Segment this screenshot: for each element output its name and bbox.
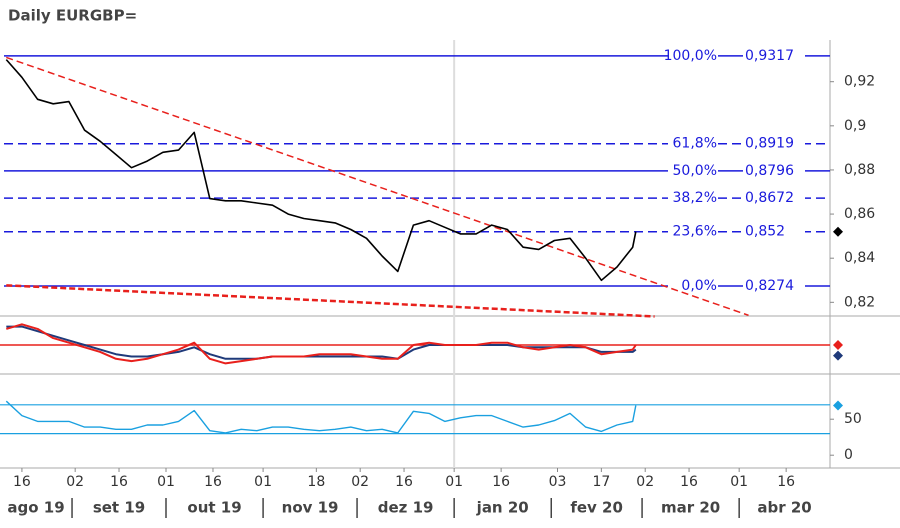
y-tick-label: 0,84 — [844, 250, 875, 266]
month-label: ago 19 — [7, 499, 64, 517]
macd-line — [6, 325, 637, 360]
fib-label-bg — [743, 223, 805, 240]
fib-name: 50,0% — [673, 163, 717, 179]
x-tick-label: 16 — [680, 474, 698, 490]
x-tick-label: 18 — [307, 474, 325, 490]
fib-label-bg — [668, 162, 718, 179]
month-label: dez 19 — [378, 499, 434, 517]
month-label: mar 20 — [661, 499, 720, 517]
fib-label-bg — [668, 277, 718, 294]
fib-label-bg — [743, 277, 805, 294]
x-tick-label: 01 — [157, 474, 175, 490]
y-tick-label: 50 — [844, 411, 862, 427]
trendline — [6, 56, 749, 317]
fib-name: 23,6% — [673, 224, 717, 240]
x-tick-label: 16 — [13, 474, 31, 490]
month-label: fev 20 — [570, 499, 623, 517]
y-tick-label: 0,86 — [844, 206, 875, 222]
x-tick-label: 01 — [730, 474, 748, 490]
fib-value: 0,8796 — [745, 163, 794, 179]
x-tick-label: 16 — [492, 474, 510, 490]
fib-label-bg — [743, 190, 805, 207]
fib-name: 61,8% — [673, 136, 717, 152]
y-tick-label: 0,82 — [844, 294, 875, 310]
rsi-marker — [833, 400, 843, 411]
y-tick-label: 0 — [844, 447, 853, 463]
fib-value: 0,8919 — [745, 136, 794, 152]
month-label: abr 20 — [757, 499, 811, 517]
fib-value: 0,8672 — [745, 190, 794, 206]
fib-label-bg — [743, 135, 805, 152]
fib-name: 0,0% — [681, 278, 717, 294]
fib-name: 38,2% — [673, 190, 717, 206]
price-line — [5, 59, 637, 282]
macd-marker — [833, 350, 843, 361]
y-tick-label: 0,88 — [844, 162, 875, 178]
fib-name: 100,0% — [664, 48, 717, 64]
fib-label-bg — [668, 190, 718, 207]
chart-title: Daily EURGBP= — [8, 7, 137, 25]
fib-label-bg — [668, 135, 718, 152]
month-label: out 19 — [187, 499, 241, 517]
x-tick-label: 02 — [351, 474, 369, 490]
x-tick-label: 01 — [254, 474, 272, 490]
fib-value: 0,9317 — [745, 48, 794, 64]
x-tick-label: 01 — [445, 474, 463, 490]
fib-label-bg — [668, 223, 718, 240]
x-tick-label: 16 — [777, 474, 795, 490]
rsi-line — [5, 400, 637, 434]
macd-line — [6, 323, 637, 365]
x-tick-label: 02 — [66, 474, 84, 490]
last-price-marker — [833, 226, 843, 237]
fib-label-bg — [668, 47, 718, 64]
x-tick-label: 16 — [110, 474, 128, 490]
month-label: jan 20 — [476, 499, 529, 517]
fib-label-bg — [743, 162, 805, 179]
fib-value: 0,852 — [745, 224, 785, 240]
month-label: nov 19 — [282, 499, 339, 517]
macd-marker — [833, 340, 843, 350]
trendline — [6, 284, 655, 318]
fib-value: 0,8274 — [745, 278, 794, 294]
month-label: set 19 — [93, 499, 145, 517]
y-tick-label: 0,92 — [844, 74, 875, 90]
fib-label-bg — [743, 47, 805, 64]
x-tick-label: 16 — [204, 474, 222, 490]
x-tick-label: 17 — [592, 474, 610, 490]
y-tick-label: 0,9 — [844, 118, 866, 134]
x-tick-label: 02 — [636, 474, 654, 490]
x-tick-label: 03 — [549, 474, 567, 490]
x-tick-label: 16 — [395, 474, 413, 490]
